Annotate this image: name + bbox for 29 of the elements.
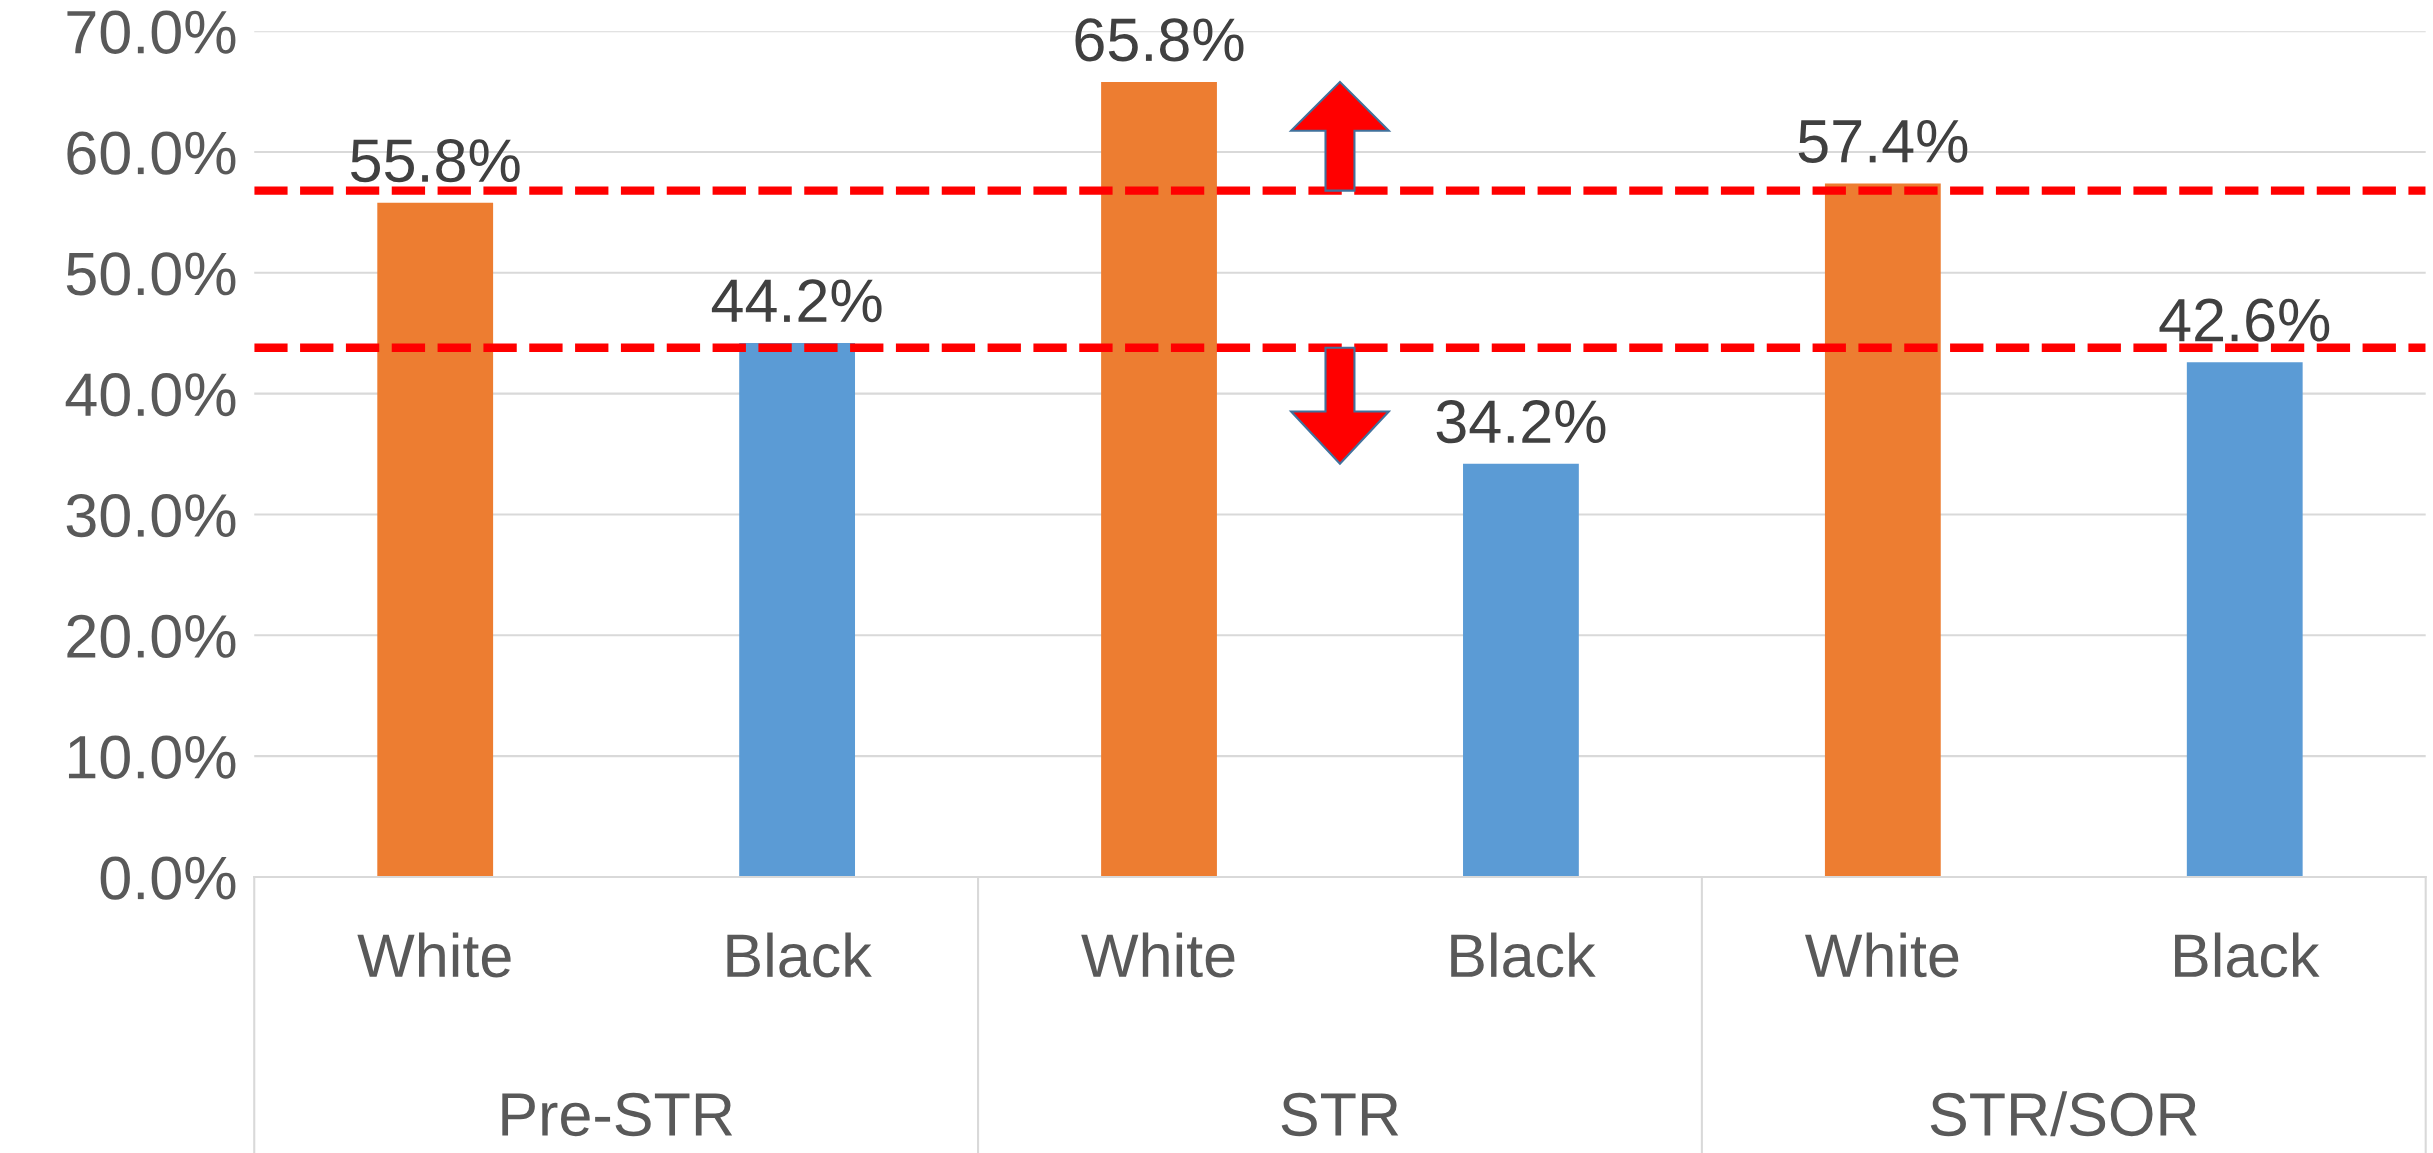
data-label: 34.2% bbox=[1436, 400, 1606, 444]
x-tick-label: Black bbox=[2175, 932, 2320, 978]
y-tick-label: 70.0% bbox=[67, 10, 236, 54]
bar bbox=[1101, 81, 1217, 877]
data-label: 42.6% bbox=[2159, 298, 2330, 342]
y-tick-label: 10.0% bbox=[68, 735, 236, 779]
y-tick-label: 30.0% bbox=[66, 493, 236, 538]
text: STR bbox=[1281, 1092, 1399, 1137]
data-label: 57.4% bbox=[1798, 119, 1968, 163]
y-tick-label: 60.0% bbox=[67, 131, 236, 175]
x-tick-label: Black bbox=[1451, 932, 1596, 978]
y-tick-label: 40.0% bbox=[65, 373, 236, 417]
bar bbox=[377, 202, 494, 877]
data-label: 44.2% bbox=[711, 279, 882, 323]
y-tick-label: 20.0% bbox=[67, 614, 236, 659]
bar bbox=[1824, 183, 1941, 877]
x-tick-label: White bbox=[357, 932, 511, 978]
data-label: 65.8% bbox=[1075, 18, 1244, 62]
x-tick-label: Black bbox=[727, 932, 872, 978]
y-tick-label: 0.0% bbox=[100, 856, 236, 900]
bar bbox=[739, 342, 856, 877]
x-tick-label: White bbox=[1081, 932, 1235, 978]
data-label: 55.8% bbox=[351, 139, 520, 183]
text: STR/SOR bbox=[1930, 1091, 2197, 1137]
x-tick-label: White bbox=[1805, 932, 1959, 978]
text: Pre-STR bbox=[502, 1092, 733, 1137]
bar bbox=[2186, 362, 2303, 877]
y-tick-label: 50.0% bbox=[66, 252, 236, 296]
bar bbox=[1463, 463, 1579, 877]
